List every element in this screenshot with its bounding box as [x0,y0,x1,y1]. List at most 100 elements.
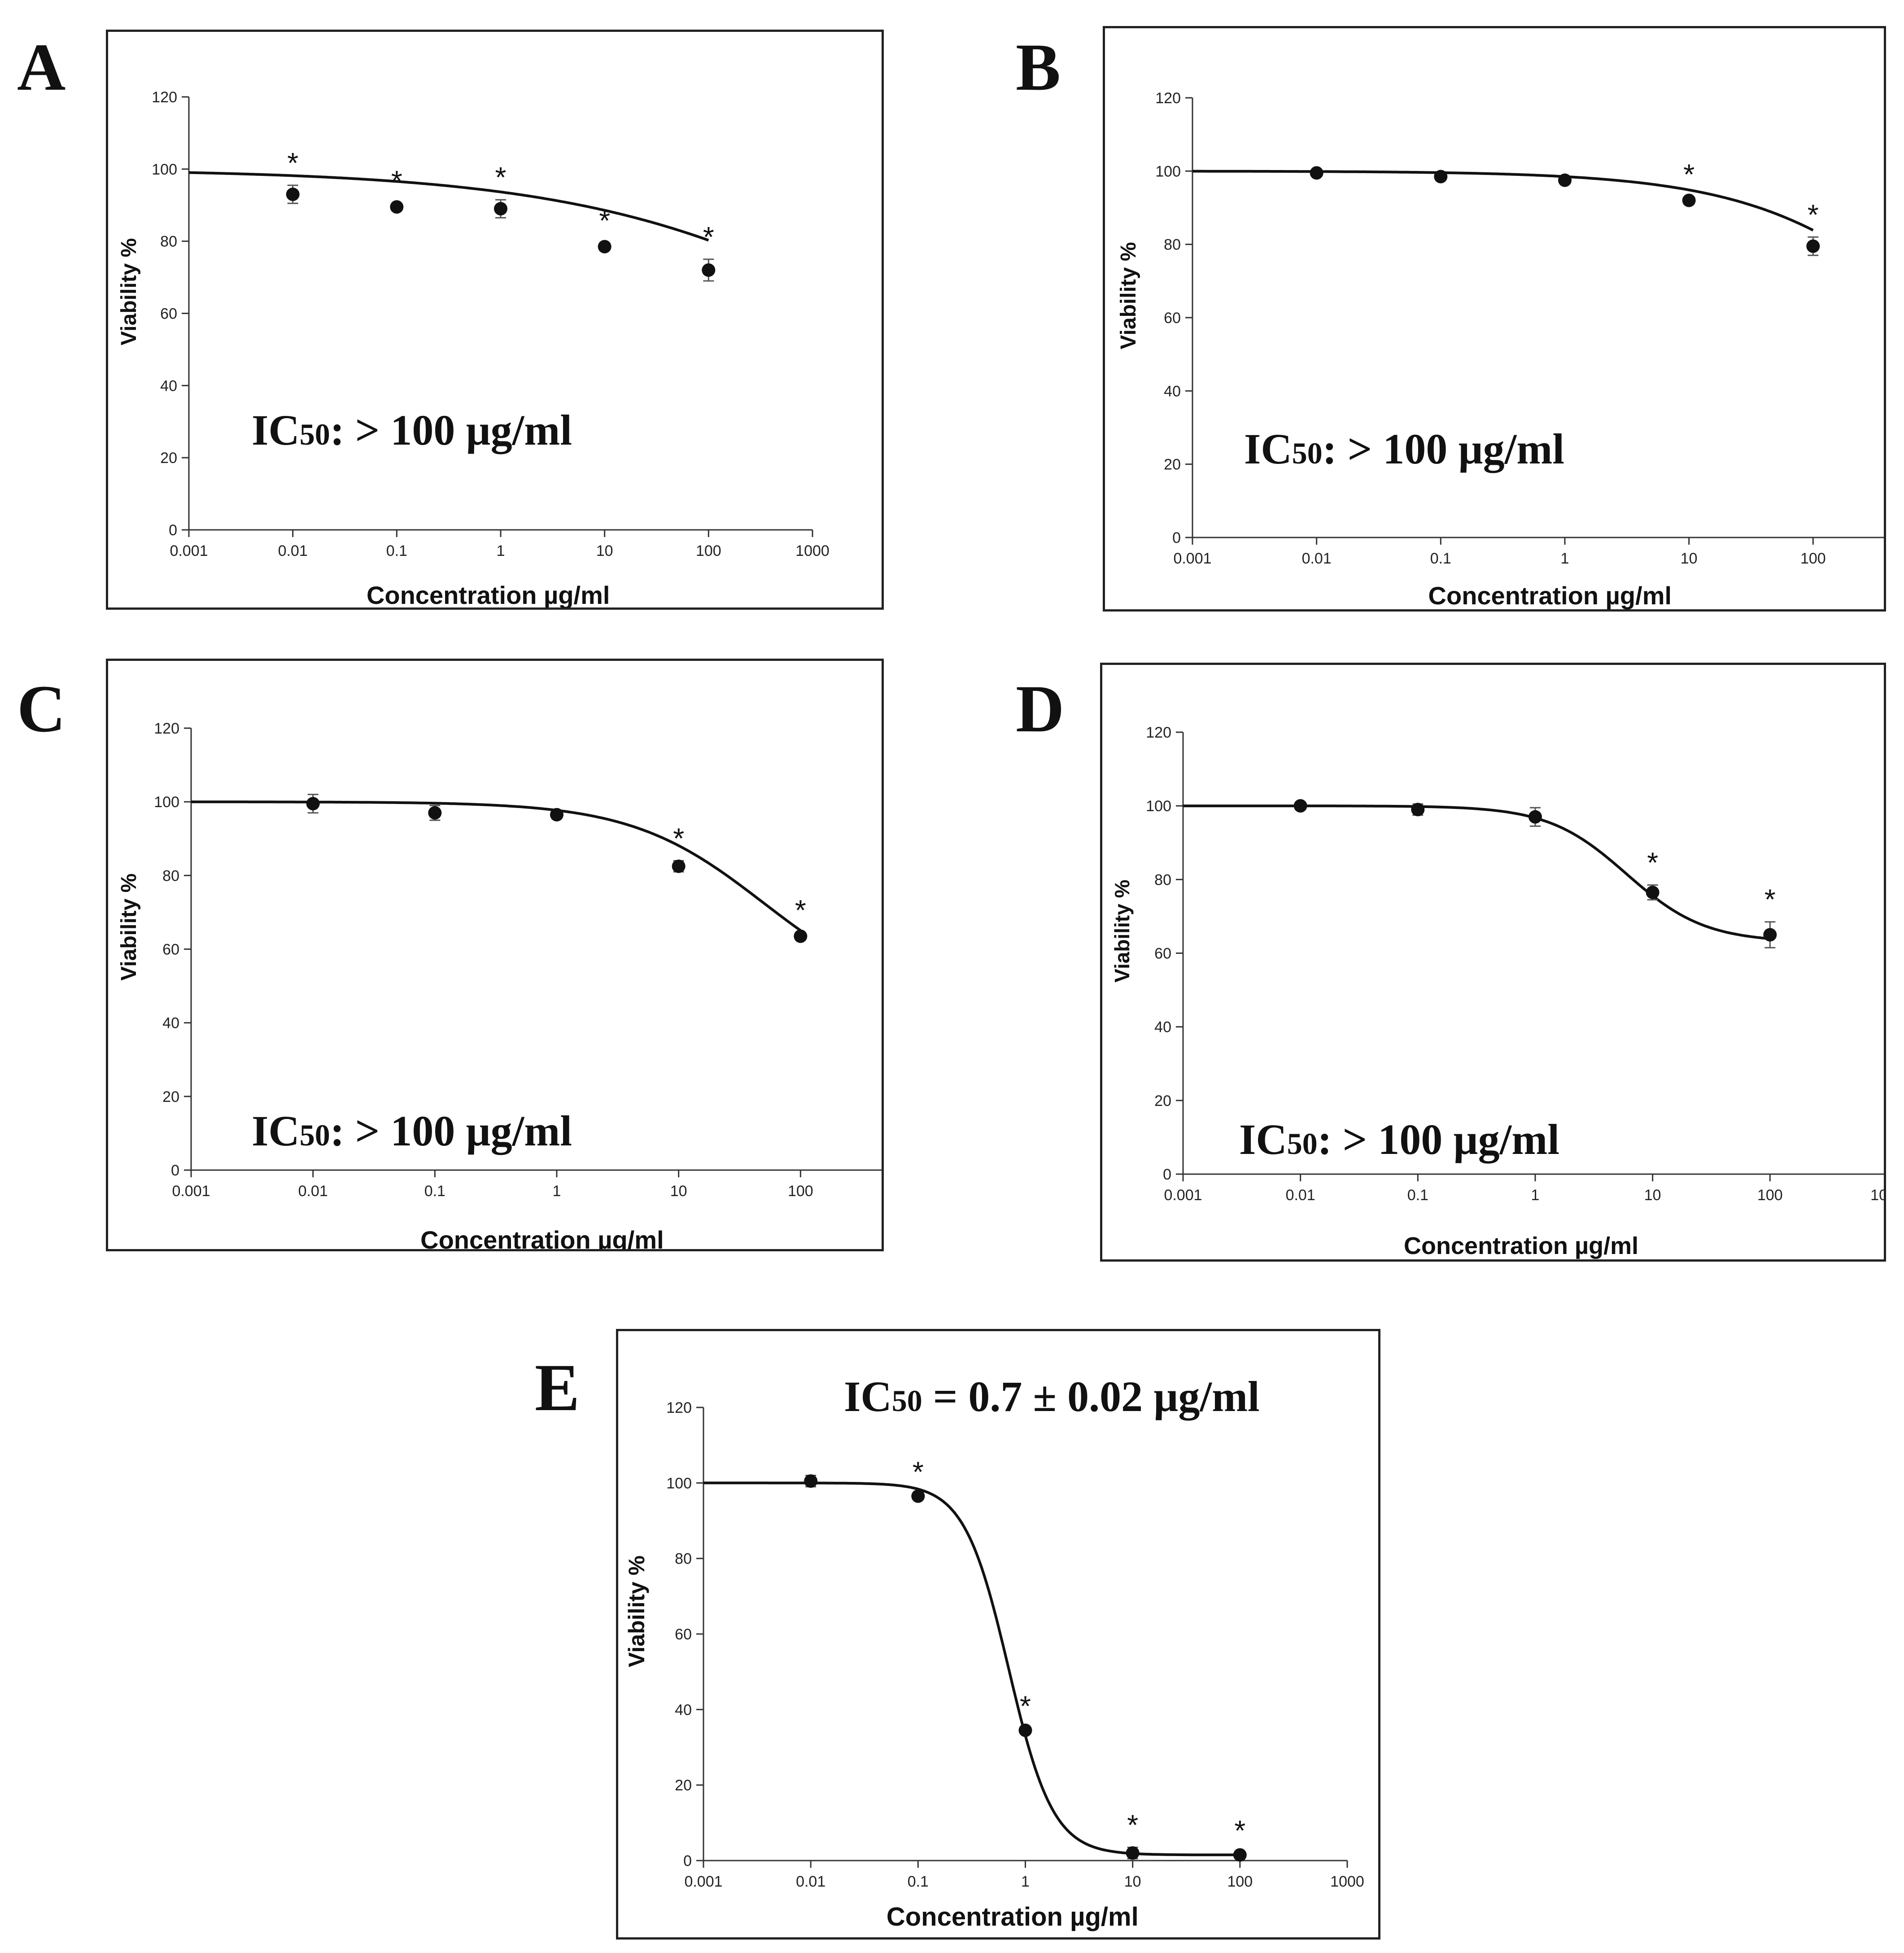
x-axis-label: Concentration µg/ml [1404,1232,1638,1259]
panel-letter-c: C [17,672,66,746]
ic50-annotation: IC50: > 100 µg/ml [1239,1115,1559,1163]
chart-panel-a: 0 20 40 60 80 100 120 0.001 0.01 0.1 1 10 100 1000 Con… [106,30,884,610]
x-tick-label: 1000 [1330,1873,1364,1890]
y-tick-label: 60 [675,1626,692,1643]
y-axis-label: Viability % [1117,242,1140,349]
ic50-subscript: 50 [1292,436,1323,470]
x-tick-label: 10 [1124,1873,1141,1890]
fit-curve [703,1481,1240,1857]
data-point [494,202,507,216]
ic50-prefix: IC [252,406,300,454]
chart-svg: 0204060801001200.0010.010.11101001000Con… [1110,724,1884,1259]
ic50-annotation: IC50 = 0.7 ± 0.02 µg/ml [844,1372,1260,1420]
y-tick-label: 0 [1172,529,1181,546]
data-point [804,1474,818,1488]
y-tick-label: 80 [675,1551,692,1568]
y-tick-label: 20 [675,1777,692,1794]
y-tick-label: 100 [1146,798,1171,815]
data-point [911,1489,925,1503]
panel-letter-d: D [1016,672,1065,746]
x-tick-label: 1000 [1870,1187,1884,1204]
x-tick-label: 10 [1644,1187,1661,1204]
data-point [1126,1846,1140,1860]
significance-star: * [1683,158,1694,191]
y-tick-label: 60 [1154,945,1171,962]
x-tick-label: 10 [596,542,613,559]
significance-star: * [287,147,298,179]
significance-star: * [391,165,402,197]
ic50-prefix: IC [844,1372,892,1420]
data-point [1233,1848,1247,1862]
panel-letter-e: E [535,1350,580,1425]
x-tick-label: 0.01 [298,1183,328,1200]
ic50-subscript: 50 [1287,1127,1318,1161]
data-point [1434,170,1448,184]
x-axis-label: Concentration µg/ml [1428,581,1672,609]
y-tick-label: 40 [1164,383,1181,400]
data-point [390,200,404,214]
x-tick-label: 100 [788,1183,813,1200]
significance-star: * [495,161,507,193]
data-point [286,188,300,201]
y-tick-label: 120 [154,720,179,737]
y-tick-label: 0 [171,1162,179,1179]
x-tick-label: 100 [1227,1873,1253,1890]
y-tick-label: 120 [1146,724,1171,741]
data-point [672,859,686,873]
ic50-value: : > 100 µg/ml [1323,425,1564,473]
y-tick-label: 40 [160,377,177,394]
y-tick-label: 60 [1164,310,1181,327]
data-point [1528,810,1542,824]
significance-star: * [703,221,714,253]
data-point [1310,166,1323,180]
chart-panel-d: 0 20 40 60 80 100 120 0.001 0.01 0.1 1 10 100 1000 Con… [1100,663,1886,1262]
ic50-value: = 0.7 ± 0.02 µg/ml [922,1372,1260,1420]
x-axis-label: Concentration µg/ml [367,581,610,607]
fit-curve [1183,804,1770,940]
chart-svg: 0204060801001200.0010.010.11101001000Con… [117,720,882,1249]
fit-curve [191,800,802,932]
x-tick-label: 1 [1531,1187,1540,1204]
y-tick-label: 120 [152,89,177,106]
chart-panel-e: 0 20 40 60 80 100 120 0.001 0.01 0.1 1 10 100 1000 Con… [616,1329,1380,1940]
y-tick-label: 60 [162,941,179,958]
significance-star: * [599,205,610,237]
y-tick-label: 100 [154,794,179,811]
ic50-annotation: IC50: > 100 µg/ml [1244,425,1564,473]
y-tick-label: 20 [1164,456,1181,473]
y-tick-label: 0 [169,522,177,539]
y-tick-label: 20 [162,1088,179,1105]
y-tick-label: 120 [666,1399,692,1416]
y-tick-label: 100 [152,161,177,178]
significance-star: * [1234,1814,1245,1847]
x-tick-label: 0.1 [386,542,407,559]
ic50-value: : > 100 µg/ml [330,406,572,454]
ic50-subscript: 50 [300,1118,330,1152]
x-tick-label: 10 [670,1183,687,1200]
y-tick-label: 0 [683,1853,692,1870]
ic50-subscript: 50 [300,417,330,451]
x-tick-label: 1 [553,1183,561,1200]
x-tick-label: 0.001 [684,1873,722,1890]
x-tick-label: 0.01 [1302,550,1332,567]
y-tick-label: 20 [1154,1092,1171,1110]
data-point [1646,886,1659,900]
significance-star: * [673,822,684,855]
ic50-subscript: 50 [892,1384,922,1418]
x-tick-label: 0.01 [1286,1187,1315,1204]
y-tick-label: 20 [160,450,177,467]
significance-star: * [795,894,806,926]
significance-star: * [1127,1809,1138,1841]
x-tick-label: 0.001 [172,1183,210,1200]
y-tick-label: 40 [1154,1019,1171,1036]
x-tick-label: 100 [1800,550,1826,567]
y-axis-label: Viability % [624,1555,649,1667]
x-axis-label: Concentration µg/ml [420,1226,664,1249]
significance-star: * [1808,198,1819,231]
chart-svg: 0204060801001200.0010.010.11101001000Con… [1117,90,1884,609]
data-point [1411,803,1425,817]
x-tick-label: 1 [497,542,505,559]
x-tick-label: 10 [1681,550,1698,567]
ic50-value: : > 100 µg/ml [330,1107,572,1155]
